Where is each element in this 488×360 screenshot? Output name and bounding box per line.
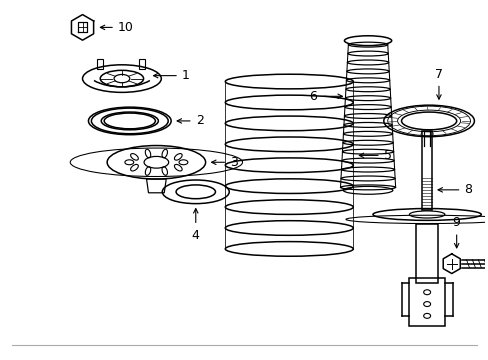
- Text: 6: 6: [308, 90, 316, 103]
- Text: 7: 7: [434, 68, 442, 81]
- Text: 9: 9: [452, 216, 460, 229]
- Text: 10: 10: [118, 21, 134, 34]
- Text: 8: 8: [464, 183, 471, 196]
- Text: 2: 2: [195, 114, 203, 127]
- Text: 3: 3: [230, 156, 238, 169]
- Text: 5: 5: [383, 149, 391, 162]
- Text: 4: 4: [191, 229, 199, 242]
- Text: 1: 1: [182, 69, 189, 82]
